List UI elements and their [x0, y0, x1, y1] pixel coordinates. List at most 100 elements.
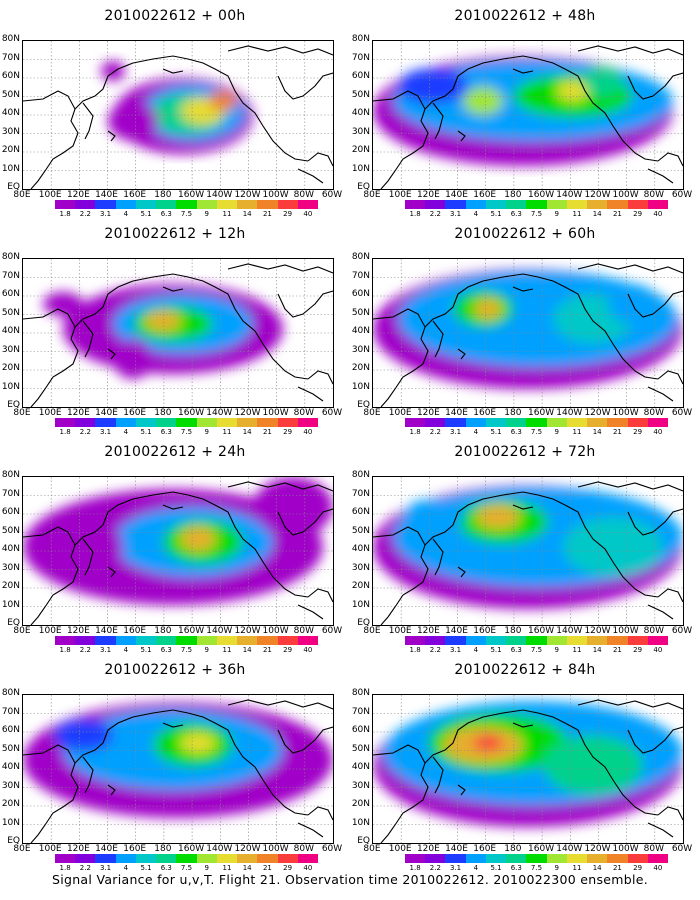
variance-map — [372, 258, 684, 408]
lon-tick-label: 160W — [178, 408, 205, 418]
colorbar-swatch — [506, 854, 527, 863]
lon-tick-label: 120E — [416, 626, 440, 636]
lat-tick-label: 10N — [351, 381, 370, 392]
colorbar-swatch — [257, 418, 278, 427]
colorbar-label: 29 — [283, 646, 293, 654]
coastline — [657, 806, 683, 821]
panel-title: 2010022612 + 24h — [104, 444, 246, 460]
colorbar-swatch — [405, 200, 426, 209]
colorbar-swatch — [485, 854, 507, 863]
colorbar-label: 11 — [222, 646, 232, 654]
colorbar-label: 40 — [303, 646, 313, 654]
lon-tick-label: 160W — [178, 844, 205, 854]
coastline — [424, 709, 539, 764]
colorbar-label: 5.1 — [140, 210, 152, 218]
colorbar-label: 9 — [554, 428, 559, 436]
lat-tick-label: 80N — [1, 34, 20, 44]
lon-tick-label: 160E — [473, 190, 497, 200]
lon-tick-label: 80W — [643, 190, 664, 200]
lat-tick-label: 20N — [351, 581, 370, 591]
colorbar-swatch — [566, 854, 588, 863]
lat-tick-label: 10N — [1, 163, 20, 174]
coastline — [23, 526, 79, 625]
colorbar-swatch — [627, 200, 648, 209]
lon-tick-label: 120W — [584, 190, 611, 200]
colorbar-swatch — [526, 418, 547, 427]
lon-tick-label: 60W — [321, 844, 343, 854]
colorbar-swatch — [95, 418, 116, 427]
colorbar-swatch — [485, 418, 507, 427]
lat-tick-label: 70N — [351, 488, 370, 499]
colorbar-swatch — [135, 418, 157, 427]
colorbar-label: 11 — [222, 428, 232, 436]
variance-region — [563, 517, 663, 577]
colorbar-swatch — [55, 854, 76, 863]
colorbar-swatch — [445, 854, 466, 863]
colorbar-label: 3.1 — [449, 210, 462, 218]
coastline — [537, 58, 659, 162]
lat-tick-label: 40N — [351, 108, 370, 118]
variance-region — [101, 61, 125, 81]
coastline — [82, 102, 94, 140]
lon-tick-label: 140W — [206, 844, 233, 854]
colorbar-label: 11 — [222, 864, 232, 872]
colorbar-label: 6.3 — [160, 864, 172, 872]
coastline — [162, 286, 184, 292]
panel-title: 2010022612 + 72h — [454, 444, 596, 460]
colorbar — [55, 636, 319, 645]
figure-caption: Signal Variance for u,v,T. Flight 21. Ob… — [51, 872, 649, 887]
colorbar-swatch — [405, 418, 426, 427]
lon-tick-label: 120W — [584, 844, 611, 854]
lat-tick-label: 60N — [351, 71, 370, 81]
panel-title: 2010022612 + 84h — [454, 662, 596, 678]
lon-tick-label: 120E — [416, 190, 440, 200]
coastline — [23, 308, 79, 407]
lat-tick-label: 60N — [1, 507, 20, 517]
lon-tick-label: 80E — [13, 190, 31, 200]
lon-tick-label: 120E — [416, 408, 440, 418]
coastline — [162, 504, 184, 510]
colorbar-label: 7.5 — [530, 864, 543, 872]
coastline — [187, 276, 309, 380]
lon-tick-label: 100E — [388, 626, 412, 636]
lat-tick-label: 40N — [351, 762, 370, 772]
lat-tick-label: 10N — [351, 599, 370, 610]
lon-tick-label: 180 — [154, 626, 172, 636]
colorbar-swatch — [237, 418, 258, 427]
colorbar-swatch — [506, 200, 527, 209]
lon-tick-label: 140E — [445, 190, 468, 200]
lat-tick-label: 70N — [1, 270, 20, 281]
colorbar-swatch — [587, 636, 608, 645]
colorbar-swatch — [277, 636, 298, 645]
lon-tick-label: 80W — [293, 190, 314, 200]
colorbar-label: 7.5 — [180, 864, 193, 872]
colorbar-label: 4 — [123, 428, 129, 436]
lon-tick-label: 180 — [154, 190, 172, 200]
colorbar — [405, 636, 669, 645]
lat-tick-label: EQ — [7, 400, 20, 410]
coastline — [647, 822, 674, 838]
lat-tick-label: 80N — [1, 252, 20, 262]
lon-tick-label: 100W — [262, 626, 289, 636]
coastline — [297, 822, 324, 838]
variance-map — [22, 476, 334, 626]
coastline — [373, 308, 429, 407]
variance-region — [209, 91, 237, 111]
colorbar-swatch — [485, 636, 507, 645]
colorbar-swatch — [237, 200, 258, 209]
lon-tick-label: 60W — [671, 844, 693, 854]
colorbar-label: 1.8 — [409, 210, 421, 218]
lat-tick-label: 30N — [351, 126, 370, 137]
colorbar-label: 1.8 — [409, 646, 421, 654]
lon-tick-label: 80E — [13, 408, 31, 418]
colorbar-swatch — [297, 200, 319, 209]
lat-tick-label: EQ — [7, 618, 20, 628]
colorbar-label: 4 — [123, 864, 129, 872]
panel-title: 2010022612 + 36h — [104, 662, 246, 678]
colorbar-label: 2.2 — [429, 428, 441, 436]
coastline — [307, 152, 333, 167]
lon-tick-label: 100W — [262, 844, 289, 854]
colorbar-label: 7.5 — [530, 210, 543, 218]
coastline — [307, 370, 333, 385]
lat-tick-label: 50N — [351, 307, 370, 318]
